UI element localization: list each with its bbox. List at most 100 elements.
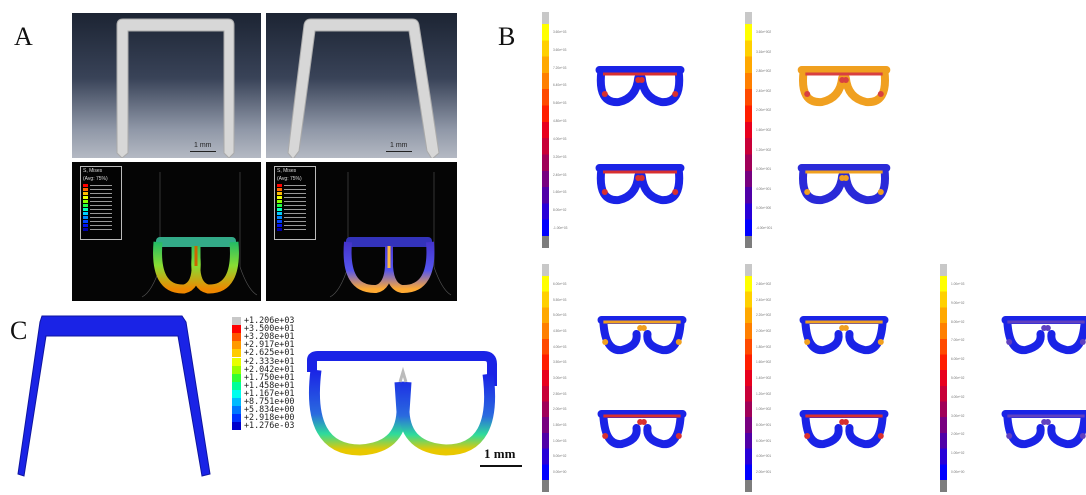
colorbar-tick-label: 4.00e+001 — [756, 454, 772, 459]
legend-row — [275, 191, 315, 195]
legend-value: +2.918e+00 — [244, 412, 295, 423]
legend-swatch — [232, 398, 241, 407]
legend-swatch — [232, 333, 241, 342]
stress-legend: +1.206e+03 +3.500e+01 +3.208e+01 +2.917e+01… — [232, 315, 312, 436]
legend-text-line — [90, 220, 112, 222]
colorbar-tick-label: 4.50e+03 — [553, 329, 567, 333]
colorbar-tick-label: 8.00e+02 — [553, 208, 567, 213]
colorbar-tick-label: 6.00e+02 — [951, 357, 965, 362]
colorbar-tick-label: 3.16e+002 — [756, 49, 772, 54]
legend-swatch — [232, 349, 241, 358]
legend-value: +5.834e+00 — [244, 404, 295, 415]
colorbar-tick-label: 8.00e+02 — [951, 319, 965, 324]
scale-bar-line — [480, 465, 522, 467]
staple-cross-section — [1001, 410, 1086, 449]
colorbar-tick-label: 5.60e+03 — [553, 101, 567, 106]
legend-value: +3.500e+01 — [244, 323, 295, 334]
legend-swatch — [83, 227, 88, 231]
colorbar-tick-label: 7.00e+02 — [951, 338, 965, 343]
legend-row — [275, 199, 315, 203]
colorbar — [542, 264, 549, 492]
legend-swatch — [277, 191, 282, 195]
colorbar-tick-label: 1.00e+03 — [553, 438, 567, 443]
fea-open-graphic — [329, 172, 452, 298]
legend-text-line — [284, 220, 306, 222]
colorbar-tick-label: -4.00e+001 — [756, 226, 773, 230]
legend-swatch — [83, 187, 88, 191]
legend-text-line — [284, 208, 306, 210]
staple-deformed-closed — [307, 351, 497, 456]
legend-swatch — [232, 325, 241, 334]
staple-model-open — [17, 315, 211, 477]
legend-text-line — [284, 224, 306, 226]
legend-row — [81, 183, 121, 187]
colorbar-tick-label: 4.00e+001 — [756, 186, 772, 191]
panel-label-c: C — [10, 316, 28, 345]
legend-row — [81, 191, 121, 195]
colorbar-tick-label: 4.00e+02 — [951, 394, 965, 399]
legend-text-line — [284, 216, 306, 218]
colorbar-tick-label: 1.50e+03 — [553, 423, 567, 427]
legend-row — [275, 187, 315, 191]
colorbar-tick-label: 8.00e+001 — [756, 167, 772, 172]
staple-photo-closed: 1 mm — [72, 13, 261, 158]
colorbar-tick-label: 1.40e+002 — [756, 376, 772, 380]
legend-row — [275, 183, 315, 187]
legend-text-line — [90, 224, 112, 226]
colorbar-tick-label: 2.40e+002 — [756, 88, 772, 93]
colorbar — [940, 264, 947, 492]
staple-cross-section — [595, 164, 685, 205]
colorbar-tick-label: 1.00e+02 — [951, 451, 965, 456]
colorbar-tick-label: 5.00e+02 — [951, 376, 965, 380]
legend-title: S, Mises — [277, 168, 297, 174]
colorbar-tick-label: 1.20e+002 — [756, 391, 772, 396]
legend-swatch — [83, 207, 88, 211]
legend-row — [275, 223, 315, 227]
colorbar-tick-label: 3.00e+03 — [553, 376, 567, 380]
legend-swatch — [83, 203, 88, 207]
legend-value: +1.750e+01 — [244, 371, 295, 382]
legend-text-line — [284, 184, 306, 186]
legend-swatch — [277, 183, 282, 187]
legend-swatch — [83, 215, 88, 219]
legend-subtitle: (Avg: 75%) — [277, 176, 302, 182]
legend-title: S, Mises — [83, 168, 103, 174]
staple-open-shape — [287, 18, 440, 158]
staple-cross-section — [799, 316, 889, 355]
legend-row — [81, 187, 121, 191]
legend-swatch — [83, 191, 88, 195]
legend-swatch — [232, 341, 241, 350]
legend-text-line — [90, 208, 112, 210]
colorbar-tick-label: 0.00e+00 — [553, 470, 567, 474]
colorbar-tick-label: 5.00e+02 — [553, 454, 567, 459]
legend-swatch — [277, 223, 282, 227]
legend-swatch — [83, 219, 88, 223]
legend-swatch — [277, 227, 282, 231]
colorbar-tick-label: 7.20e+03 — [553, 65, 567, 70]
colorbar-tick-label: 6.40e+03 — [553, 83, 567, 88]
colorbar-tick-label: 5.00e+03 — [553, 313, 567, 318]
legend-swatch — [83, 195, 88, 199]
legend-swatch — [232, 422, 241, 431]
fea-closed-graphic — [141, 172, 258, 298]
legend-swatch — [277, 195, 282, 199]
legend-value: +1.206e+03 — [244, 315, 295, 325]
fea-result-closed: S, Mises (Avg: 75%) — [72, 162, 261, 301]
legend-swatch — [277, 215, 282, 219]
fea-mini-legend: S, Mises (Avg: 75%) — [80, 166, 122, 240]
legend-text-line — [284, 200, 306, 202]
legend-swatch — [277, 199, 282, 203]
scale-bar-line — [386, 151, 412, 152]
colorbar-tick-label: 2.50e+03 — [553, 391, 567, 396]
colorbar-tick-label: 2.60e+002 — [756, 282, 772, 286]
colorbar-tick-label: 3.60e+03 — [553, 30, 567, 34]
legend-text-line — [90, 228, 112, 230]
colorbar-tick-label: 1.80e+002 — [756, 344, 772, 349]
legend-swatch — [83, 183, 88, 187]
legend-text-line — [90, 212, 112, 214]
legend-text-line — [284, 212, 306, 214]
colorbar-tick-label: -1.00e+03 — [553, 226, 568, 230]
legend-swatch — [277, 187, 282, 191]
colorbar-tick-label: 2.00e+001 — [756, 470, 772, 474]
legend-text-line — [284, 196, 306, 198]
